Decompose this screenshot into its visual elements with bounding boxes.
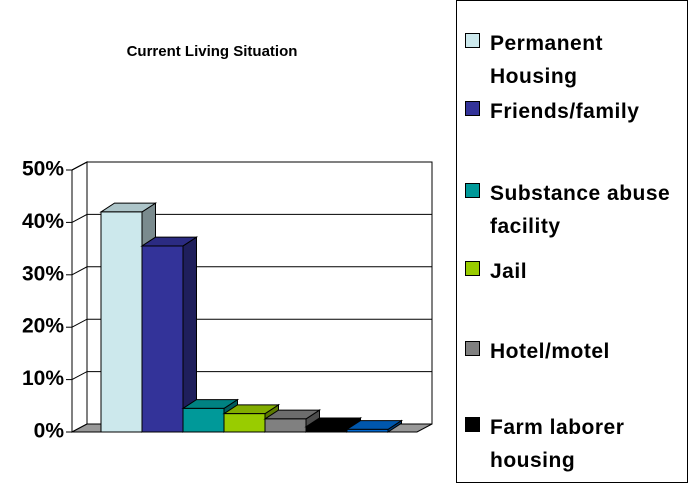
y-tick-label: 20%	[22, 315, 64, 338]
chart-title: Current Living Situation	[127, 43, 298, 60]
y-tick-label: 10%	[22, 367, 64, 390]
legend-entry: Hotel/motel	[465, 335, 687, 368]
legend-entry: Jail	[465, 255, 687, 288]
legend-label: Permanent Housing	[490, 32, 604, 88]
legend-label: Friends/family	[490, 100, 640, 123]
legend-swatch	[465, 101, 480, 116]
legend-swatch	[465, 341, 480, 356]
legend-label: Hotel/motel	[490, 340, 610, 363]
legend-swatch	[465, 33, 480, 48]
bar	[223, 413, 266, 433]
legend-swatch	[465, 183, 480, 198]
grid-line	[71, 213, 432, 223]
legend-entry: Permanent Housing	[465, 27, 687, 93]
bar	[100, 211, 143, 433]
y-tick-label: 40%	[22, 210, 64, 233]
bar	[264, 418, 307, 433]
legend-entry: Substance abuse facility	[465, 177, 687, 243]
grid-line	[71, 266, 432, 276]
legend: Permanent Housing Friends/family Substance…	[456, 0, 688, 483]
bar	[141, 245, 184, 433]
y-tick-label: 0%	[34, 420, 65, 443]
bar	[305, 426, 348, 433]
legend-label: Substance abuse facility	[490, 182, 671, 238]
bar	[182, 407, 225, 433]
legend-swatch	[465, 417, 480, 432]
bar	[346, 428, 389, 433]
grid-line	[71, 318, 432, 328]
y-tick-label: 30%	[22, 262, 64, 285]
side-wall	[71, 161, 88, 433]
grid-line	[71, 371, 432, 381]
legend-entry: Farm laborer housing	[465, 411, 687, 477]
grid-line	[71, 161, 432, 171]
y-tick-label: 50%	[22, 158, 64, 181]
legend-label: Farm laborer housing	[490, 416, 625, 472]
legend-swatch	[465, 261, 480, 276]
legend-entry: Friends/family	[465, 95, 687, 128]
legend-label: Jail	[490, 260, 528, 283]
